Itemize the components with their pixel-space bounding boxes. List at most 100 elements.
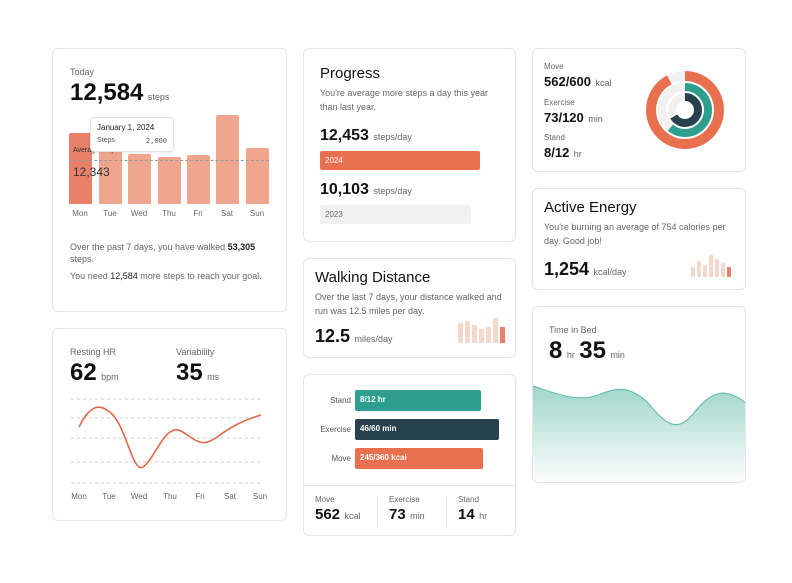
sparkbar (697, 261, 701, 277)
walking-sparkbars (458, 317, 506, 343)
walking-distance-unit: miles/day (354, 334, 393, 344)
variability-label: Variability (176, 347, 215, 357)
progress-bar-2023-label: 2023 (325, 210, 343, 219)
steps-goal-text: You need 12,584 more steps to reach your… (70, 271, 262, 281)
steps-bar-wed[interactable] (128, 154, 151, 204)
day-label: Sun (252, 492, 268, 501)
steps-card: Today 12,584 steps Average Steps 12,343 … (52, 48, 287, 312)
steps-bar-sat[interactable] (216, 115, 239, 204)
rings-stand-unit: hr (573, 149, 582, 159)
rings-move: 562/600 kcal (544, 73, 611, 91)
rings-move-value: 562/600 (544, 74, 591, 89)
stand-bar[interactable]: 8/12 hr (355, 390, 481, 411)
progress-current-value: 12,453 (320, 127, 369, 144)
resting-hr: 62 bpm (70, 359, 119, 387)
day-label: Thu (162, 209, 176, 218)
sparkbar (493, 318, 498, 343)
footer-exercise-value: 73 (389, 506, 406, 523)
activity-divider (304, 485, 515, 486)
time-in-bed-minutes: 35 (579, 337, 606, 364)
steps-bar-fri[interactable] (187, 155, 210, 204)
tooltip-steps-value: 2,000 (145, 137, 167, 145)
time-in-bed-hours: 8 (549, 337, 563, 364)
rings-move-label: Move (544, 62, 564, 71)
footer-separator (377, 496, 378, 526)
average-value: 12,343 (73, 165, 110, 179)
steps-tooltip: January 1, 2024 Steps 2,000 (90, 117, 174, 152)
day-label: Tue (102, 492, 116, 501)
active-energy: 1,254 kcal/day (544, 259, 627, 280)
steps-bar-sun[interactable] (246, 148, 269, 204)
footer-stand-unit: hr (479, 511, 488, 521)
footer-exercise-label: Exercise (389, 495, 420, 504)
progress-bar-2023[interactable]: 2023 (320, 205, 471, 224)
progress-bar-2024[interactable]: 2024 (320, 151, 480, 170)
progress-previous-unit: steps/day (373, 186, 412, 196)
day-label: Tue (103, 209, 117, 218)
time-in-bed-label: Time in Bed (549, 325, 597, 335)
walking-distance-card: Walking Distance Over the last 7 days, y… (303, 258, 516, 358)
active-energy-description: You're burning an average of 754 calorie… (544, 222, 726, 246)
footer-move-unit: kcal (344, 511, 361, 521)
rings-stand: 8/12 hr (544, 144, 582, 162)
exercise-bar-value: 46/60 min (360, 424, 397, 433)
today-label: Today (70, 67, 95, 77)
progress-previous-value: 10,103 (320, 181, 369, 198)
heart-card: Resting HR 62 bpm Variability 35 ms Mon … (52, 328, 287, 521)
day-label: Wed (130, 209, 148, 218)
footer-stand-label: Stand (458, 495, 479, 504)
progress-current-unit: steps/day (373, 132, 412, 142)
footer-separator (446, 496, 447, 526)
today-steps: 12,584 steps (70, 79, 169, 107)
footer-exercise-unit: min (410, 511, 425, 521)
footer-move: 562 kcal (315, 506, 361, 524)
day-label: Sat (223, 492, 236, 501)
time-in-bed: 8 hr 35 min (549, 337, 625, 365)
tooltip-steps-label: Steps (97, 137, 115, 144)
variability: 35 ms (176, 359, 219, 387)
sparkbar (458, 323, 463, 343)
steps-bar-thu[interactable] (158, 157, 181, 204)
today-steps-unit: steps (147, 92, 170, 102)
day-label: Fri (193, 209, 203, 218)
footer-move-value: 562 (315, 506, 341, 523)
day-label: Wed (130, 492, 148, 501)
sleep-line (533, 385, 745, 426)
move-bar[interactable]: 245/360 kcal (355, 448, 483, 469)
activity-rings-card: Move 562/600 kcal Exercise 73/120 min St… (532, 48, 746, 172)
day-label: Mon (72, 209, 88, 218)
time-in-bed-hours-unit: hr (566, 350, 575, 360)
active-energy-card: Active Energy You're burning an average … (532, 188, 746, 290)
exercise-bar[interactable]: 46/60 min (355, 419, 499, 440)
progress-current: 12,453 steps/day (320, 127, 412, 145)
time-in-bed-minutes-unit: min (610, 350, 625, 360)
tooltip-date: January 1, 2024 (97, 123, 155, 132)
heart-rate-chart (71, 398, 263, 484)
move-ring (646, 71, 724, 149)
rings-exercise-value: 73/120 (544, 110, 584, 125)
exercise-label: Exercise (320, 425, 351, 434)
walking-distance: 12.5 miles/day (315, 326, 393, 347)
walking-distance-title: Walking Distance (315, 269, 431, 286)
day-label: Mon (71, 492, 87, 501)
today-steps-value: 12,584 (70, 79, 144, 106)
stand-label: Stand (330, 396, 351, 405)
activity-card: Stand 8/12 hr Exercise 46/60 min Move 24… (303, 374, 516, 536)
activity-rings-chart[interactable] (645, 70, 725, 150)
rings-exercise-unit: min (588, 114, 603, 124)
summary-steps-value: 53,305 (227, 242, 256, 252)
sparkbar (709, 255, 713, 277)
sparkbar (486, 327, 491, 343)
variability-unit: ms (207, 372, 220, 382)
variability-value: 35 (176, 359, 203, 386)
steps-bar-mon[interactable] (69, 133, 92, 204)
resting-hr-unit: bpm (101, 372, 119, 382)
sparkbar (715, 259, 719, 277)
steps-summary: Over the past 7 days, you have walked 53… (70, 242, 256, 264)
active-energy-title: Active Energy (544, 199, 637, 216)
footer-stand: 14 hr (458, 506, 487, 524)
heart-rate-line (78, 406, 262, 469)
move-bar-value: 245/360 kcal (360, 453, 407, 462)
rings-stand-value: 8/12 (544, 145, 570, 160)
time-in-bed-card: Time in Bed 8 hr 35 min (532, 306, 746, 483)
